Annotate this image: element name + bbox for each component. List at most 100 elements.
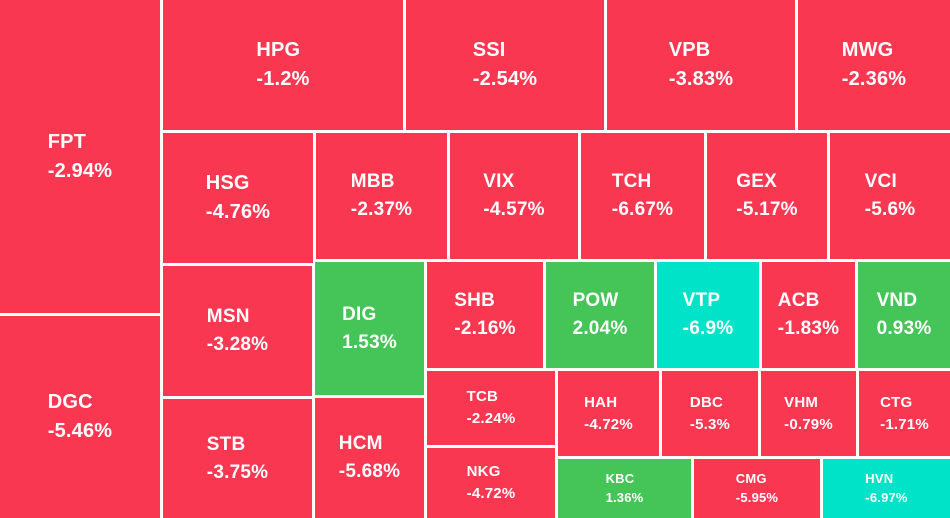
- ticker-symbol: NKG: [466, 463, 501, 481]
- treemap-tile-hsg[interactable]: HSG -4.76%: [163, 133, 313, 263]
- treemap-tile-cmg[interactable]: CMG -5.95%: [694, 459, 820, 518]
- ticker-change-percent: 1.53%: [342, 331, 397, 353]
- tile-label-block: CTG -1.71%: [880, 392, 929, 436]
- ticker-change-percent: -6.97%: [865, 489, 908, 505]
- ticker-change-percent: -2.24%: [466, 410, 516, 427]
- ticker-change-percent: -3.28%: [206, 334, 269, 355]
- ticker-change-percent: -4.72%: [584, 415, 633, 433]
- ticker-symbol: CMG: [735, 470, 767, 486]
- ticker-symbol: VND: [876, 290, 918, 312]
- tile-label-block: HSG -4.76%: [206, 169, 271, 227]
- tile-label-block: MBB -2.37%: [351, 168, 412, 223]
- treemap-tile-msn[interactable]: MSN -3.28%: [163, 266, 312, 396]
- tile-label-block: DGC -5.46%: [48, 388, 113, 446]
- tile-label-block: HAH -4.72%: [584, 392, 633, 436]
- tile-label-block: FPT -2.94%: [48, 128, 113, 186]
- treemap-tile-stb[interactable]: STB -3.75%: [163, 399, 312, 518]
- tile-label-block: VCI -5.6%: [865, 168, 916, 223]
- treemap-tile-tcb[interactable]: TCB -2.24%: [427, 371, 555, 445]
- ticker-change-percent: -6.67%: [611, 199, 674, 220]
- treemap-tile-vpb[interactable]: VPB -3.83%: [607, 0, 795, 130]
- tile-label-block: HPG -1.2%: [256, 36, 309, 94]
- ticker-symbol: CTG: [880, 393, 913, 411]
- ticker-symbol: TCH: [611, 171, 652, 193]
- ticker-symbol: DGC: [47, 391, 93, 413]
- treemap-tile-dbc[interactable]: DBC -5.3%: [662, 371, 758, 456]
- treemap-tile-mwg[interactable]: MWG -2.36%: [798, 0, 950, 130]
- ticker-change-percent: -4.76%: [205, 201, 271, 223]
- ticker-symbol: SHB: [454, 290, 496, 312]
- treemap-tile-vix[interactable]: VIX -4.57%: [450, 133, 578, 259]
- ticker-change-percent: -1.2%: [256, 68, 310, 90]
- tile-label-block: DIG 1.53%: [342, 301, 397, 356]
- treemap-tile-mbb[interactable]: MBB -2.37%: [316, 133, 447, 259]
- tile-label-block: HCM -5.68%: [339, 430, 400, 485]
- ticker-symbol: TCB: [466, 388, 499, 406]
- treemap-tile-gex[interactable]: GEX -5.17%: [707, 133, 827, 259]
- tile-label-block: MSN -3.28%: [207, 303, 268, 358]
- ticker-change-percent: -4.57%: [483, 199, 545, 220]
- ticker-change-percent: -5.3%: [689, 415, 731, 433]
- treemap-tile-hah[interactable]: HAH -4.72%: [558, 371, 659, 456]
- ticker-change-percent: -0.79%: [784, 415, 833, 433]
- treemap-tile-fpt[interactable]: FPT -2.94%: [0, 0, 160, 313]
- treemap-tile-tch[interactable]: TCH -6.67%: [581, 133, 704, 259]
- treemap-tile-shb[interactable]: SHB -2.16%: [427, 262, 543, 368]
- treemap-tile-vnd[interactable]: VND 0.93%: [858, 262, 950, 368]
- tile-label-block: VIX -4.57%: [483, 168, 544, 223]
- tile-label-block: KBC 1.36%: [606, 470, 644, 508]
- tile-label-block: ACB -1.83%: [778, 287, 839, 342]
- ticker-symbol: VIX: [483, 171, 515, 193]
- tile-label-block: VPB -3.83%: [669, 36, 734, 94]
- treemap-tile-ctg[interactable]: CTG -1.71%: [859, 371, 950, 456]
- tile-label-block: TCB -2.24%: [467, 386, 516, 430]
- tile-label-block: HVN -6.97%: [865, 470, 907, 508]
- ticker-change-percent: -2.54%: [472, 68, 538, 90]
- treemap-tile-pow[interactable]: POW 2.04%: [546, 262, 654, 368]
- treemap-tile-nkg[interactable]: NKG -4.72%: [427, 448, 555, 518]
- ticker-change-percent: -2.16%: [454, 318, 516, 339]
- ticker-symbol: GEX: [736, 171, 778, 193]
- ticker-symbol: VHM: [784, 393, 819, 411]
- ticker-symbol: VTP: [682, 290, 721, 312]
- treemap-tile-vhm[interactable]: VHM -0.79%: [761, 371, 856, 456]
- tile-label-block: NKG -4.72%: [467, 461, 516, 505]
- tile-label-block: VTP -6.9%: [683, 287, 734, 342]
- ticker-symbol: VCI: [864, 171, 897, 193]
- tile-label-block: VHM -0.79%: [784, 392, 833, 436]
- treemap-tile-hcm[interactable]: HCM -5.68%: [315, 398, 424, 518]
- ticker-change-percent: -2.36%: [841, 68, 907, 90]
- treemap-tile-ssi[interactable]: SSI -2.54%: [406, 0, 604, 130]
- treemap-tile-hpg[interactable]: HPG -1.2%: [163, 0, 403, 130]
- treemap-tile-dgc[interactable]: DGC -5.46%: [0, 316, 160, 518]
- treemap-tile-hvn[interactable]: HVN -6.97%: [823, 459, 950, 518]
- ticker-symbol: DIG: [342, 303, 377, 325]
- ticker-symbol: ACB: [777, 290, 820, 312]
- treemap-tile-acb[interactable]: ACB -1.83%: [762, 262, 855, 368]
- ticker-change-percent: -5.17%: [736, 199, 798, 220]
- treemap-tile-dig[interactable]: DIG 1.53%: [315, 262, 424, 395]
- ticker-symbol: SSI: [472, 39, 506, 61]
- ticker-symbol: HVN: [865, 470, 894, 486]
- ticker-change-percent: -6.9%: [682, 318, 734, 339]
- ticker-symbol: POW: [572, 290, 619, 312]
- ticker-change-percent: -1.71%: [880, 415, 929, 433]
- ticker-symbol: MSN: [206, 306, 250, 328]
- treemap-tile-vtp[interactable]: VTP -6.9%: [657, 262, 759, 368]
- ticker-symbol: MBB: [350, 171, 395, 193]
- ticker-symbol: HAH: [584, 393, 618, 411]
- tile-label-block: DBC -5.3%: [690, 392, 730, 436]
- ticker-change-percent: -5.6%: [864, 199, 916, 220]
- ticker-change-percent: -1.83%: [777, 318, 840, 339]
- treemap-tile-vci[interactable]: VCI -5.6%: [830, 133, 950, 259]
- ticker-symbol: FPT: [47, 130, 87, 153]
- treemap-tile-kbc[interactable]: KBC 1.36%: [558, 459, 691, 518]
- ticker-symbol: MWG: [841, 39, 894, 61]
- ticker-symbol: VPB: [668, 39, 711, 61]
- ticker-change-percent: -5.68%: [338, 461, 401, 482]
- tile-label-block: TCH -6.67%: [612, 168, 673, 223]
- ticker-change-percent: 1.36%: [605, 489, 644, 505]
- ticker-symbol: STB: [206, 433, 246, 455]
- ticker-change-percent: -2.37%: [350, 199, 413, 220]
